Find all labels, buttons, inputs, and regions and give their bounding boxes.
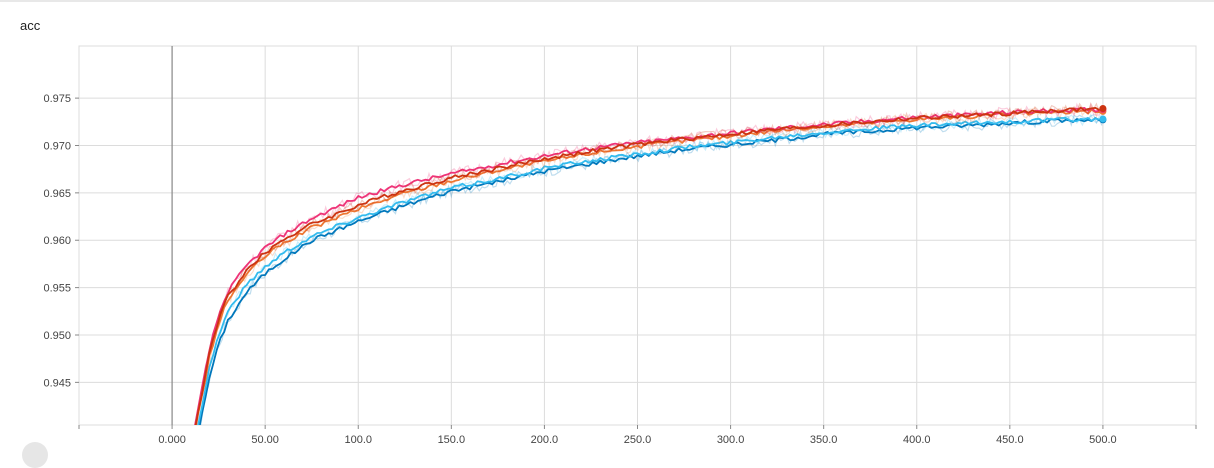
line-chart: 0.000 50.00 100.0 150.0 200.0 250.0 300.0 350.0… xyxy=(43,45,1197,446)
x-tick-label: 250.0 xyxy=(624,434,652,446)
series-endpoint xyxy=(1099,115,1107,123)
series-group xyxy=(194,101,1107,425)
axes: 0.000 50.00 100.0 150.0 200.0 250.0 300.0 350.0… xyxy=(43,46,1197,446)
y-tick-label: 0.970 xyxy=(43,140,71,152)
y-tick-label: 0.975 xyxy=(43,93,71,105)
grid xyxy=(78,45,1197,426)
y-tick-label: 0.945 xyxy=(43,377,71,389)
series-raw-line xyxy=(194,101,1103,425)
series-line xyxy=(198,117,1104,425)
y-tick-label: 0.950 xyxy=(43,330,71,342)
x-tick-label: 200.0 xyxy=(531,434,559,446)
series-raw-line xyxy=(194,102,1103,425)
chart-title: acc xyxy=(20,18,41,33)
series-line xyxy=(195,108,1103,425)
series-raw-line xyxy=(195,105,1103,425)
x-tick-label: 0.000 xyxy=(158,434,186,446)
series-line xyxy=(194,107,1104,425)
x-tick-label: 450.0 xyxy=(996,434,1024,446)
x-tick-label: 500.0 xyxy=(1089,434,1117,446)
x-tick-label: 100.0 xyxy=(344,434,372,446)
series-line xyxy=(197,117,1103,425)
x-tick-label: 150.0 xyxy=(438,434,466,446)
x-tick-label: 350.0 xyxy=(810,434,838,446)
y-tick-label: 0.965 xyxy=(43,188,71,200)
x-tick-label: 300.0 xyxy=(717,434,745,446)
series-line xyxy=(194,106,1104,425)
y-tick-label: 0.960 xyxy=(43,235,71,247)
y-tick-label: 0.955 xyxy=(43,283,71,295)
series-raw-line xyxy=(200,113,1103,425)
top-divider xyxy=(0,0,1214,2)
x-tick-label: 400.0 xyxy=(903,434,931,446)
series-raw-line xyxy=(196,113,1103,425)
expand-button[interactable] xyxy=(22,442,48,468)
x-tick-label: 50.00 xyxy=(251,434,279,446)
series-endpoint xyxy=(1099,105,1107,113)
series-clip-group xyxy=(194,101,1104,425)
